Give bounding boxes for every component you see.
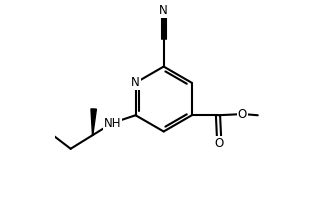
Text: N: N (131, 76, 140, 89)
Text: NH: NH (104, 117, 121, 130)
Text: O: O (238, 108, 247, 121)
Text: N: N (159, 4, 168, 17)
Text: O: O (214, 137, 224, 150)
Polygon shape (91, 109, 96, 135)
